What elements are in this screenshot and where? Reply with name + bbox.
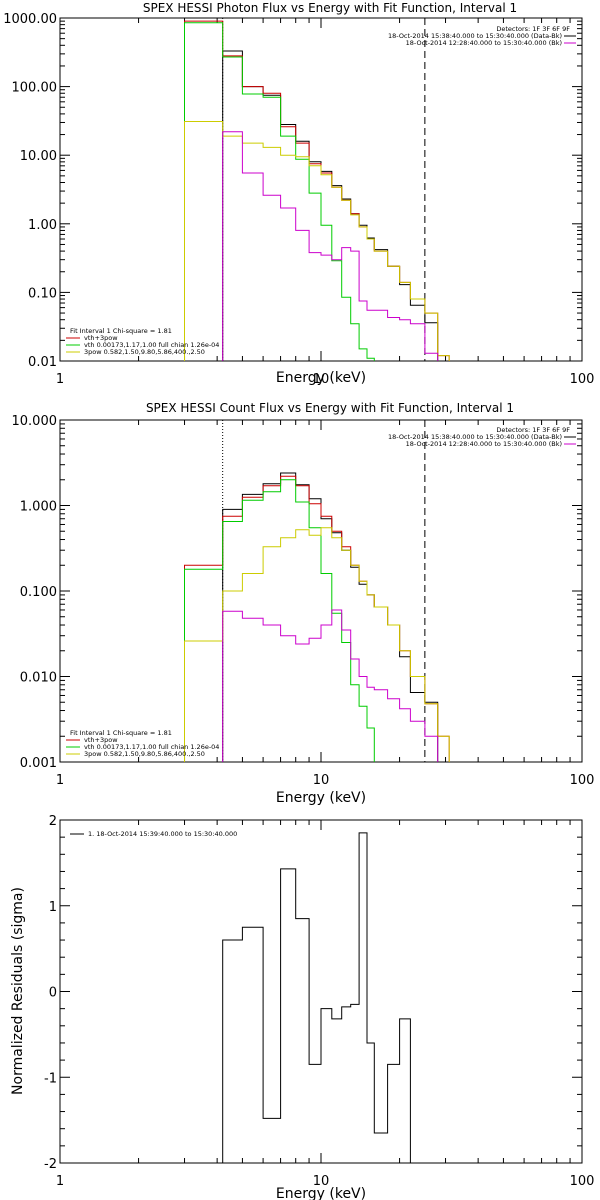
series-line-3pow [184, 527, 450, 762]
chart-title: SPEX HESSI Photon Flux vs Energy with Fi… [143, 1, 517, 15]
y-axis: 0.001 0.010 0.100 1.000 10.000 [12, 414, 58, 771]
x-axis-label: Energy (keV) [276, 790, 366, 806]
marker-lines [222, 18, 426, 361]
legend-entry: 18-Oct-2014 15:38:40.000 to 15:30:40.000… [388, 433, 562, 441]
x-axis: 1 10 100 [56, 1174, 595, 1189]
y-tick-label: 1 [49, 900, 57, 915]
series-line-vth-3pow [184, 20, 450, 361]
x-tick-label: 100 [570, 1174, 595, 1189]
y-tick-label: 0 [49, 986, 57, 1001]
legend-entry: 18-Oct-2014 12:28:40.000 to 15:30:40.000… [406, 39, 562, 47]
chart-title: SPEX HESSI Count Flux vs Energy with Fit… [146, 401, 514, 415]
residuals-panel: -2 -1 0 1 2 1 10 100 Energy (keV) Normal… [10, 814, 594, 1200]
y-tick-label: 100.00 [12, 81, 58, 96]
y-tick-label: 10.000 [12, 414, 58, 429]
photon-flux-panel: SPEX HESSI Photon Flux vs Energy with Fi… [3, 1, 594, 387]
count-flux-panel: SPEX HESSI Count Flux vs Energy with Fit… [12, 401, 595, 806]
legend-entry: 1. 18-Oct-2014 15:39:40.000 to 15:30:40.… [88, 830, 237, 838]
series-line-vth [184, 22, 375, 361]
legend-bottom-left: Fit Interval 1 Chi-square = 1.81 vth+3po… [66, 729, 219, 758]
x-tick-label: 1 [56, 773, 64, 788]
plot-frame [59, 17, 583, 362]
y-tick-label: 10.00 [20, 149, 57, 164]
legend-entry: Fit Interval 1 Chi-square = 1.81 [70, 327, 172, 335]
marker-lines [222, 420, 426, 762]
tick-marks [59, 819, 582, 1164]
legend-entry: 18-Oct-2014 12:28:40.000 to 15:30:40.000… [406, 440, 562, 448]
series-group [222, 832, 411, 1163]
legend-entry: vth 0.00173,1.17,1.00 full chian 1.26e-0… [84, 341, 219, 349]
y-axis-label: Normalized Residuals (sigma) [10, 887, 26, 1095]
series-line-1-18-oct-2014-15-39-40-000-to-15-30-40-000 [222, 832, 411, 1163]
y-tick-label: -1 [44, 1071, 57, 1086]
legend-entry: Detectors: 1F 3F 6F 9F [496, 25, 570, 33]
legend-entry: vth+3pow [84, 736, 118, 744]
legend-entry: 3pow 0.582,1.50,9.80,5.86,400.,2.50 [84, 348, 205, 356]
y-tick-label: 0.100 [20, 585, 57, 600]
series-line-bk [222, 609, 439, 762]
legend-bottom-left: Fit Interval 1 Chi-square = 1.81 vth+3po… [66, 327, 219, 356]
legend: 1. 18-Oct-2014 15:39:40.000 to 15:30:40.… [70, 830, 237, 838]
legend-entry: 18-Oct-2014 15:38:40.000 to 15:30:40.000… [388, 32, 562, 40]
y-tick-label: -2 [44, 1157, 57, 1172]
series-line-bk [222, 131, 439, 361]
legend-entry: 3pow 0.582,1.50,9.80,5.86,400.,2.50 [84, 750, 205, 758]
legend-top-right: Detectors: 1F 3F 6F 9F 18-Oct-2014 15:38… [388, 25, 576, 47]
legend-entry: Detectors: 1F 3F 6F 9F [496, 426, 570, 434]
series-line-3pow [184, 121, 450, 361]
series-line-data-bk [222, 50, 439, 361]
y-tick-label: 1000.00 [3, 12, 57, 27]
y-tick-label: 0.001 [20, 756, 57, 771]
series-group [184, 20, 450, 361]
series-group [184, 472, 450, 762]
y-tick-label: 0.10 [28, 286, 57, 301]
legend-entry: vth 0.00173,1.17,1.00 full chian 1.26e-0… [84, 743, 219, 751]
x-tick-label: 10 [313, 773, 330, 788]
series-line-vth [184, 479, 375, 762]
x-tick-label: 100 [570, 372, 595, 387]
tick-marks [59, 419, 582, 763]
x-tick-label: 10 [313, 1174, 330, 1189]
plot-frame [59, 819, 583, 1164]
y-axis: 0.01 0.10 1.00 10.00 100.00 1000.00 [3, 12, 57, 370]
y-tick-label: 1.00 [28, 218, 57, 233]
y-tick-label: 1.000 [20, 500, 57, 515]
x-axis: 1 10 100 [56, 773, 595, 788]
series-line-vth-3pow [184, 475, 450, 762]
x-axis-label: Energy (keV) [276, 370, 366, 386]
y-tick-label: 2 [49, 814, 57, 829]
x-tick-label: 100 [570, 773, 595, 788]
legend-top-right: Detectors: 1F 3F 6F 9F 18-Oct-2014 15:38… [388, 426, 576, 448]
legend-entry: Fit Interval 1 Chi-square = 1.81 [70, 729, 172, 737]
x-axis: 1 10 100 [56, 372, 595, 387]
plot-frame [59, 419, 583, 763]
y-axis: -2 -1 0 1 2 [44, 814, 57, 1172]
y-tick-label: 0.01 [28, 355, 57, 370]
tick-marks [59, 17, 582, 362]
x-tick-label: 1 [56, 372, 64, 387]
x-axis-label: Energy (keV) [276, 1186, 366, 1200]
x-tick-label: 1 [56, 1174, 64, 1189]
legend-entry: vth+3pow [84, 334, 118, 342]
y-tick-label: 0.010 [20, 671, 57, 686]
x-tick-label: 10 [313, 372, 330, 387]
